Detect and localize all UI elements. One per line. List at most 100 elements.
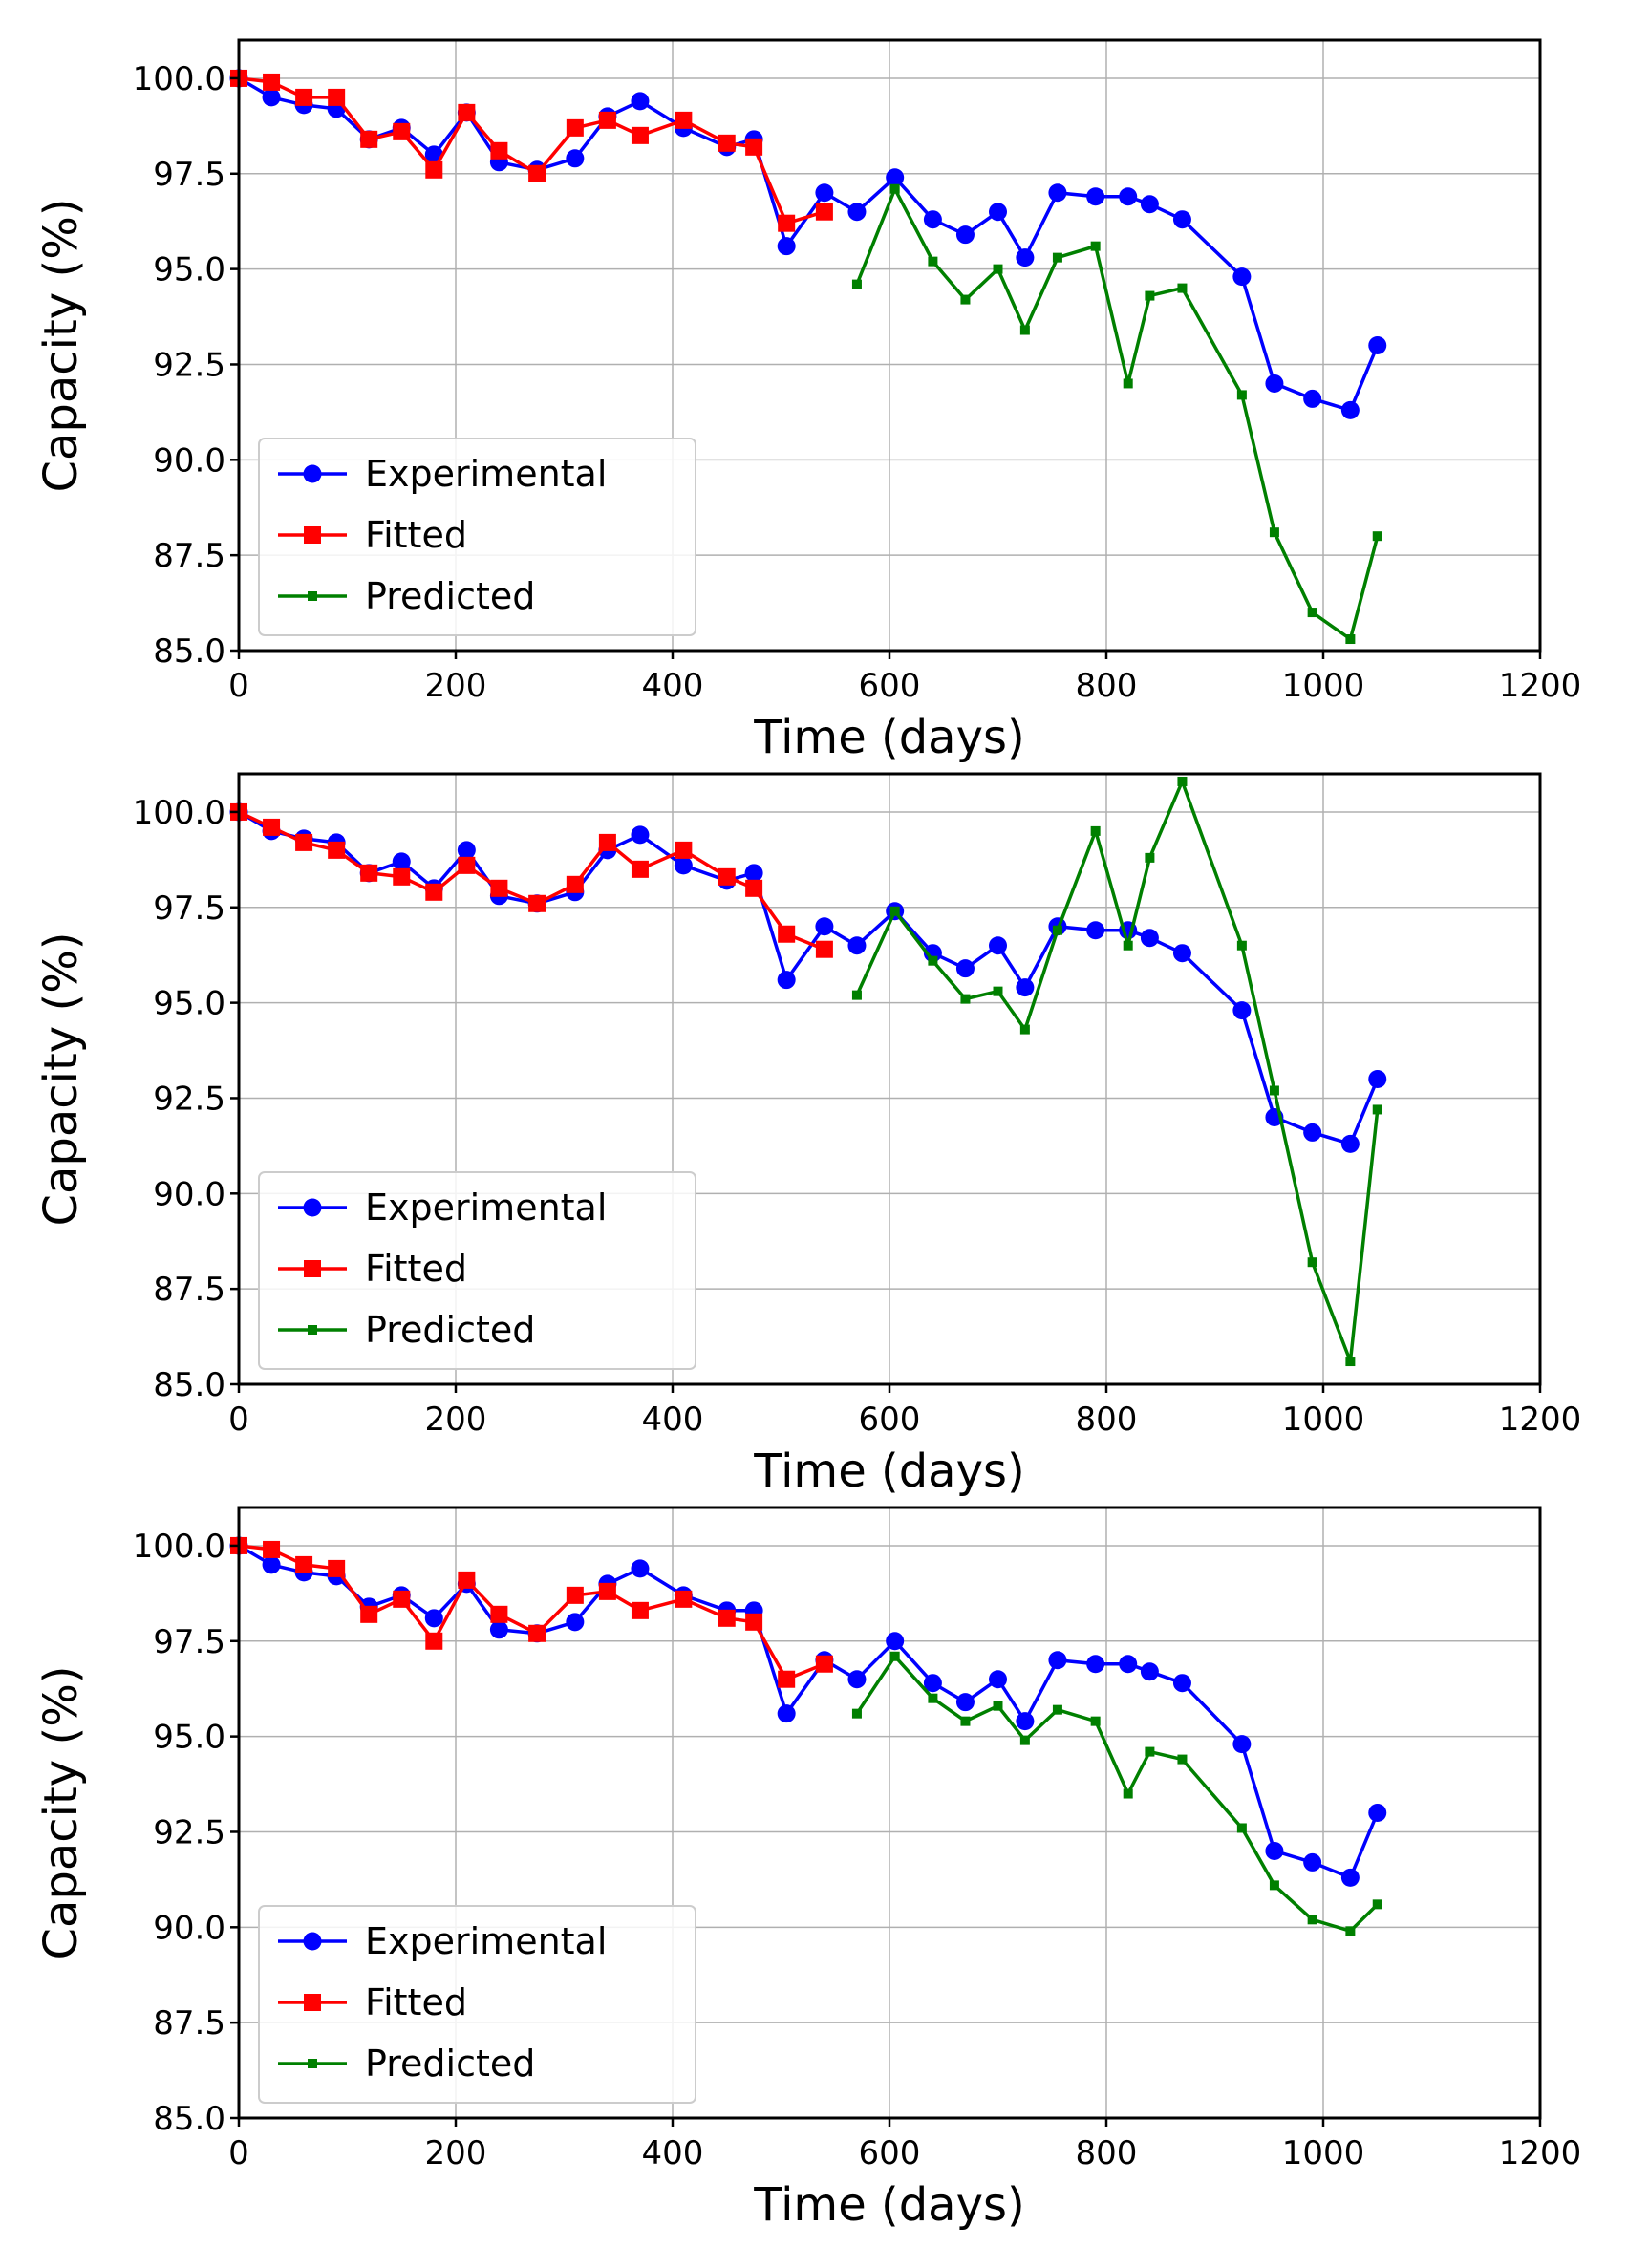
predicted-point [1090, 1716, 1101, 1726]
predicted-point [1372, 531, 1382, 542]
predicted-point [1269, 527, 1279, 538]
legend: Experimental Fitted Predicted [258, 1171, 696, 1370]
fitted-point [328, 1559, 346, 1577]
predicted-point [1307, 1257, 1317, 1268]
predicted-point [1145, 1746, 1155, 1757]
fitted-series [230, 69, 833, 232]
fitted-point [425, 160, 443, 179]
experimental-point [847, 936, 867, 955]
experimental-point [1119, 187, 1138, 206]
experimental-point [1140, 929, 1159, 948]
y-tick-label: 87.5 [153, 2004, 225, 2043]
legend-marker [308, 1325, 317, 1335]
legend-label: Experimental [365, 1187, 607, 1229]
legend: Experimental Fitted Predicted [258, 1905, 696, 2104]
x-tick-label: 1200 [1499, 2134, 1582, 2172]
predicted-point [928, 1693, 938, 1703]
predicted-point [1269, 1880, 1279, 1891]
fitted-point [295, 833, 313, 851]
predicted-point [1145, 852, 1155, 863]
predicted-point [851, 279, 862, 289]
legend-label: Experimental [365, 1920, 607, 1962]
legend-marker [308, 2059, 317, 2068]
legend-marker [308, 591, 317, 601]
predicted-point [1372, 1899, 1382, 1910]
fitted-point [675, 111, 693, 129]
y-tick-label: 97.5 [153, 889, 225, 928]
fitted-point [631, 860, 649, 878]
experimental-point [457, 841, 476, 860]
x-tick-label: 0 [228, 2134, 249, 2172]
y-tick-label: 92.5 [153, 1080, 225, 1118]
fitted-point [815, 940, 833, 958]
experimental-point [1119, 1655, 1138, 1674]
predicted-point [960, 994, 971, 1004]
y-tick-label: 87.5 [153, 1271, 225, 1309]
predicted-point [993, 986, 1003, 996]
predicted-series [851, 1651, 1382, 1936]
y-tick-label: 90.0 [153, 1909, 225, 1947]
chart-panel-3: 0 200 400 600 800 1000 1200 85.0 87.5 90.0 92.5 95.… [34, 1506, 1582, 2232]
experimental-line [238, 1544, 1380, 1880]
fitted-point [815, 1655, 833, 1673]
legend-box [258, 438, 696, 636]
legend-item-fitted: Fitted [278, 1248, 467, 1290]
experimental-point [566, 1613, 585, 1632]
experimental-series [229, 69, 1387, 419]
predicted-point [960, 294, 971, 305]
x-tick-label: 600 [859, 2134, 921, 2172]
experimental-point [1048, 1651, 1067, 1670]
fitted-point [598, 833, 616, 851]
predicted-point [1090, 241, 1101, 251]
x-tick-label: 600 [859, 1401, 921, 1439]
predicted-line [855, 780, 1380, 1363]
experimental-point [392, 852, 411, 871]
y-tick-label: 85.0 [153, 632, 225, 671]
experimental-point [631, 92, 650, 111]
x-tick-label: 800 [1076, 667, 1138, 705]
experimental-point [1048, 183, 1067, 203]
fitted-point [745, 138, 763, 156]
predicted-point [1177, 283, 1188, 293]
fitted-point [566, 118, 584, 137]
x-tick-label: 1000 [1282, 667, 1365, 705]
predicted-point [1019, 325, 1030, 335]
experimental-point [744, 864, 763, 883]
fitted-point [425, 883, 443, 901]
predicted-point [851, 990, 862, 1000]
experimental-line [238, 76, 1380, 413]
predicted-line [855, 187, 1380, 641]
fitted-series [230, 1536, 833, 1688]
x-tick-label: 600 [859, 667, 921, 705]
experimental-point [1140, 195, 1159, 214]
legend-box [258, 1171, 696, 1370]
y-tick-label: 85.0 [153, 2100, 225, 2138]
fitted-point [360, 864, 378, 882]
experimental-point [1140, 1662, 1159, 1681]
fitted-point [393, 1590, 411, 1608]
experimental-point [886, 168, 905, 187]
legend-label: Fitted [365, 1248, 467, 1290]
experimental-point [1232, 1735, 1252, 1754]
x-tick-label: 200 [425, 2134, 487, 2172]
fitted-point [295, 1555, 313, 1573]
fitted-point [675, 841, 693, 859]
experimental-line [238, 810, 1380, 1146]
fitted-line [238, 810, 825, 952]
legend-marker [303, 1932, 322, 1951]
x-tick-label: 1200 [1499, 667, 1582, 705]
experimental-point [262, 1555, 281, 1574]
y-tick-label: 85.0 [153, 1366, 225, 1404]
fitted-point [718, 867, 736, 886]
experimental-point [815, 183, 834, 203]
experimental-point [955, 1693, 975, 1712]
chart-panel-2: 0 200 400 600 800 1000 1200 85.0 87.5 90.0 92.5 95.… [34, 772, 1581, 1498]
x-tick-label: 200 [425, 667, 487, 705]
predicted-point [960, 1716, 971, 1726]
predicted-point [1236, 390, 1247, 400]
experimental-point [955, 225, 975, 245]
fitted-point [718, 134, 736, 152]
y-tick-label: 95.0 [153, 251, 225, 289]
fitted-point [328, 88, 346, 106]
